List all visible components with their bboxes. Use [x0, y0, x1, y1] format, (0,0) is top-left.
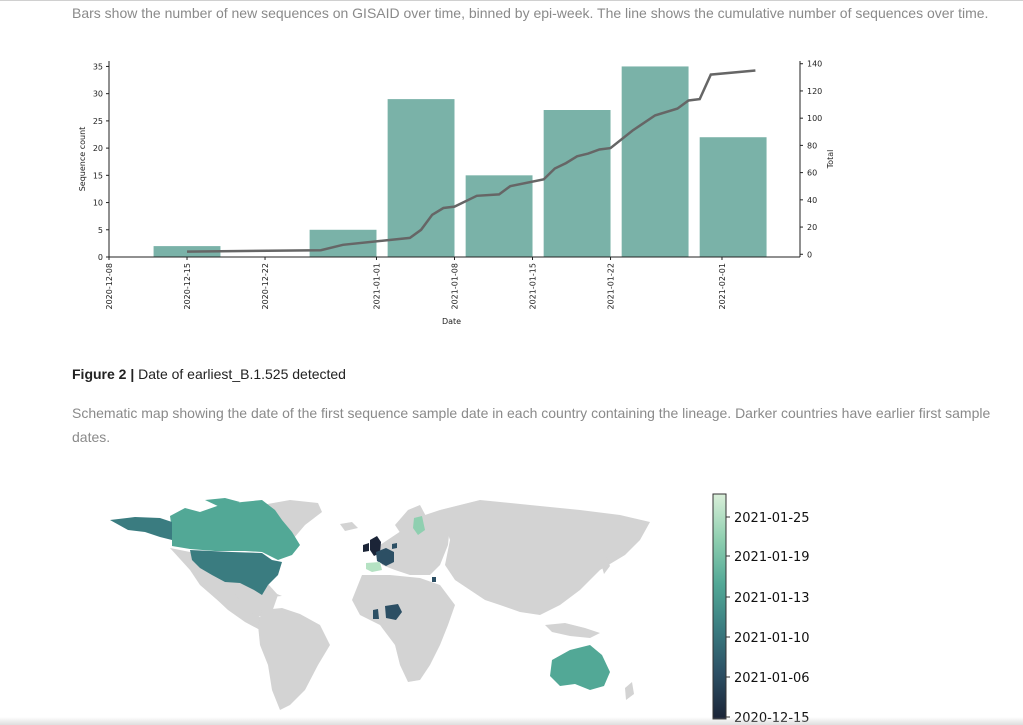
x-tick-label-2021-01-15: 2021-01-15	[529, 263, 538, 310]
y2-tick-label-0: 0	[807, 250, 812, 259]
figure2-title-bold: Figure 2 |	[72, 366, 135, 382]
country-australia	[550, 645, 610, 690]
country-spain	[366, 562, 382, 572]
country-united-states	[190, 550, 282, 595]
y2-tick-label-40: 40	[807, 196, 817, 205]
country-alaska	[110, 517, 172, 540]
y2-tick-label-120: 120	[807, 87, 822, 96]
country-ghana	[373, 609, 379, 619]
x-tick-label-2021-02-01: 2021-02-01	[718, 263, 727, 310]
country-africa-base	[352, 575, 455, 682]
colorbar-tick-label-1: 2021-01-19	[734, 550, 810, 565]
country-cuba	[258, 590, 282, 597]
map-land	[110, 498, 650, 710]
y-tick-label-25: 25	[93, 117, 103, 126]
country-indonesia	[545, 623, 600, 638]
y-tick-label-10: 10	[93, 199, 103, 208]
x-tick-label-2020-12-22: 2020-12-22	[261, 263, 270, 310]
country-europe-base	[380, 510, 450, 575]
y-tick-label-5: 5	[98, 226, 103, 235]
y-tick-label-0: 0	[98, 253, 103, 262]
bar-6	[699, 137, 767, 257]
country-ireland	[363, 543, 369, 552]
country-united-kingdom	[370, 536, 381, 556]
colorbar-tick-label-3: 2021-01-10	[734, 631, 810, 646]
country-france	[376, 548, 394, 566]
country-japan	[600, 556, 610, 574]
colorbar-tick-label-4: 2021-01-06	[734, 671, 810, 686]
country-canada-islands	[205, 498, 240, 508]
y-axis-label: Sequence count	[78, 127, 87, 192]
y2-tick-label-140: 140	[807, 60, 822, 69]
x-tick-label-2020-12-08: 2020-12-08	[105, 263, 114, 310]
figure2-title: Figure 2 | Date of earliest_B.1.525 dete…	[72, 366, 346, 382]
country-nigeria	[385, 604, 402, 620]
y-tick-label-30: 30	[93, 90, 103, 99]
bar-3	[465, 175, 533, 257]
colorbar-tick-label-2: 2021-01-13	[734, 591, 810, 606]
x-tick-label-2021-01-01: 2021-01-01	[372, 263, 381, 310]
x-axis-label: Date	[442, 317, 461, 326]
bar-4	[543, 110, 611, 257]
figure1-caption: Bars show the number of new sequences on…	[72, 5, 989, 21]
y2-tick-label-80: 80	[807, 141, 817, 150]
y2-tick-label-20: 20	[807, 223, 817, 232]
map-colorbar: 2021-01-25 2021-01-19 2021-01-13 2021-01-10…	[712, 493, 810, 725]
x-tick-label-2020-12-15: 2020-12-15	[183, 263, 192, 310]
y-tick-label-15: 15	[93, 171, 103, 180]
country-south-america	[258, 608, 330, 710]
bottom-fade	[0, 717, 1023, 725]
cumulative-line	[186, 69, 756, 253]
country-mexico	[200, 575, 270, 630]
y-tick-label-35: 35	[93, 62, 103, 71]
country-asia-base	[440, 500, 650, 615]
figure2-caption: Schematic map showing the date of the fi…	[72, 405, 991, 445]
y2-axis-label: Total	[826, 150, 835, 170]
colorbar-gradient	[712, 493, 727, 720]
y2-tick-label-60: 60	[807, 169, 817, 178]
sequence-bar-chart: 0 5 10 15 20 25 30 35 0 20 40 60 80 100 120 140 2020-12-…	[78, 60, 835, 326]
colorbar-tick-label-0: 2021-01-25	[734, 511, 810, 526]
country-finland	[413, 516, 425, 535]
country-jordan	[432, 577, 436, 582]
country-denmark	[392, 543, 397, 549]
country-canada	[170, 500, 300, 560]
bar-5	[621, 66, 689, 257]
country-iceland	[340, 522, 358, 531]
x-tick-label-2021-01-08: 2021-01-08	[451, 263, 460, 310]
x-tick-label-2021-01-22: 2021-01-22	[607, 263, 616, 310]
country-new-zealand	[625, 682, 634, 700]
figure2-title-text: Date of earliest_B.1.525 detected	[134, 366, 346, 382]
top-divider	[0, 0, 1023, 1]
y-tick-label-20: 20	[93, 144, 103, 153]
y2-tick-label-100: 100	[807, 114, 822, 123]
